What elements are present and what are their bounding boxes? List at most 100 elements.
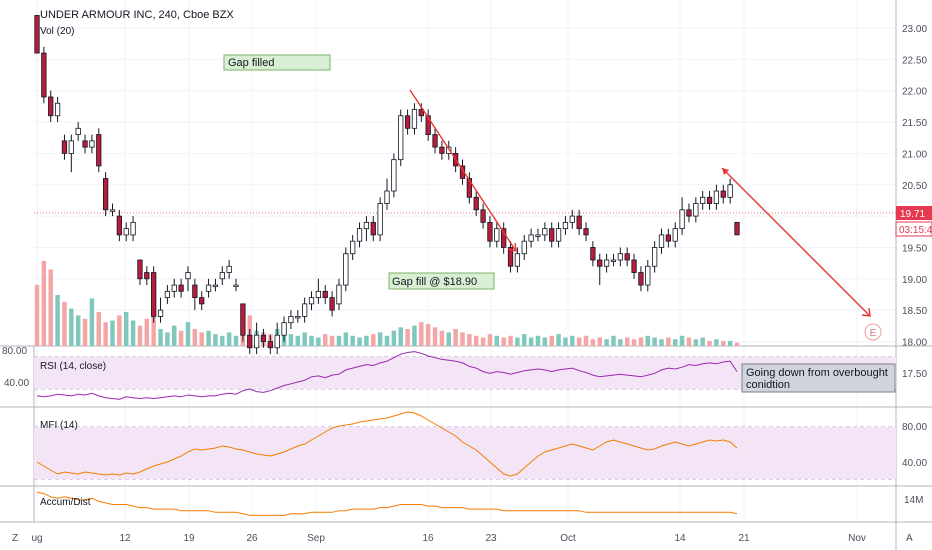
candle[interactable] — [727, 178, 733, 204]
candle[interactable] — [631, 253, 637, 279]
candle[interactable] — [322, 285, 328, 304]
candle[interactable] — [487, 216, 493, 248]
candle[interactable] — [645, 259, 651, 292]
candle[interactable] — [185, 266, 191, 292]
candle[interactable] — [569, 209, 575, 229]
candle[interactable] — [514, 247, 521, 273]
annotation-gap-fill-level[interactable]: Gap fill @ $18.90 — [388, 272, 495, 290]
candle[interactable] — [693, 197, 699, 223]
candle[interactable] — [151, 266, 157, 323]
candle[interactable] — [542, 222, 548, 242]
candle[interactable] — [315, 278, 322, 304]
candle[interactable] — [363, 216, 370, 242]
candle[interactable] — [624, 247, 630, 267]
candle[interactable] — [116, 209, 122, 242]
candle[interactable] — [75, 122, 81, 141]
candle[interactable] — [473, 191, 479, 217]
candle[interactable] — [713, 184, 720, 210]
candle[interactable] — [679, 197, 685, 235]
candle[interactable] — [329, 291, 335, 317]
candle[interactable] — [638, 266, 644, 292]
candle[interactable] — [302, 297, 308, 323]
candle[interactable] — [247, 328, 253, 355]
candle[interactable] — [617, 247, 623, 267]
candle[interactable] — [82, 134, 88, 154]
candle[interactable] — [370, 216, 376, 242]
candle[interactable] — [432, 128, 438, 154]
candle[interactable] — [343, 247, 349, 292]
candle[interactable] — [48, 90, 54, 123]
earnings-marker[interactable]: E — [864, 323, 882, 341]
candle[interactable] — [308, 291, 315, 311]
candle[interactable] — [391, 153, 397, 198]
candle[interactable] — [610, 253, 617, 267]
candle[interactable] — [205, 278, 212, 298]
candle[interactable] — [267, 335, 273, 355]
candle[interactable] — [68, 134, 74, 173]
candle[interactable] — [233, 278, 239, 292]
candle[interactable] — [425, 109, 431, 141]
candle[interactable] — [734, 221, 740, 236]
candle[interactable] — [439, 140, 445, 160]
candle[interactable] — [226, 259, 232, 279]
candle[interactable] — [404, 109, 411, 135]
candle[interactable] — [686, 203, 692, 223]
candle[interactable] — [555, 222, 562, 248]
candle[interactable] — [658, 228, 665, 254]
candle[interactable] — [377, 197, 383, 242]
candle[interactable] — [137, 259, 143, 286]
candles[interactable] — [34, 15, 740, 355]
candle[interactable] — [507, 241, 514, 273]
candle[interactable] — [590, 241, 596, 267]
candle[interactable] — [466, 172, 472, 204]
candle[interactable] — [130, 216, 136, 242]
candle[interactable] — [384, 178, 390, 210]
candle[interactable] — [157, 297, 164, 323]
candle[interactable] — [281, 316, 287, 342]
candle[interactable] — [144, 266, 150, 286]
candle[interactable] — [528, 228, 534, 248]
candle[interactable] — [164, 285, 171, 304]
candle[interactable] — [102, 172, 109, 217]
candle[interactable] — [212, 278, 219, 292]
candle[interactable] — [54, 96, 61, 123]
candle[interactable] — [446, 140, 452, 160]
candle[interactable] — [672, 222, 678, 248]
candle[interactable] — [240, 303, 246, 342]
candle[interactable] — [288, 310, 294, 329]
candle[interactable] — [295, 310, 301, 323]
candle[interactable] — [178, 278, 184, 298]
candle[interactable] — [535, 228, 541, 242]
candle[interactable] — [171, 278, 177, 298]
candle[interactable] — [41, 46, 47, 104]
candle[interactable] — [494, 222, 500, 248]
candle[interactable] — [480, 203, 486, 229]
candle[interactable] — [96, 128, 102, 173]
candle[interactable] — [706, 191, 713, 210]
timezone-icon[interactable]: Z — [12, 533, 18, 544]
candle[interactable] — [274, 322, 280, 355]
candle[interactable] — [700, 191, 706, 210]
candle[interactable] — [336, 278, 342, 311]
candle[interactable] — [34, 15, 40, 54]
annotation-rsi-note[interactable]: Going down from overbought conidtion — [741, 363, 896, 393]
candle[interactable] — [411, 103, 418, 135]
candle[interactable] — [398, 109, 404, 166]
candle[interactable] — [720, 184, 726, 204]
candle[interactable] — [562, 216, 569, 235]
annotation-gap-filled[interactable]: Gap filled — [223, 54, 331, 71]
candle[interactable] — [199, 291, 205, 311]
candle[interactable] — [260, 328, 267, 348]
candle[interactable] — [219, 266, 225, 286]
time-axis[interactable]: ug 12 19 26 Sep 16 23 Oct 14 21 Nov — [31, 533, 865, 544]
candle[interactable] — [652, 241, 658, 273]
candle[interactable] — [350, 234, 356, 260]
candle[interactable] — [109, 203, 116, 217]
candle[interactable] — [549, 222, 555, 248]
candle[interactable] — [123, 222, 129, 242]
candle[interactable] — [61, 134, 68, 160]
candle[interactable] — [603, 253, 610, 273]
auto-scale-icon[interactable]: A — [906, 533, 913, 544]
candle[interactable] — [521, 234, 527, 260]
